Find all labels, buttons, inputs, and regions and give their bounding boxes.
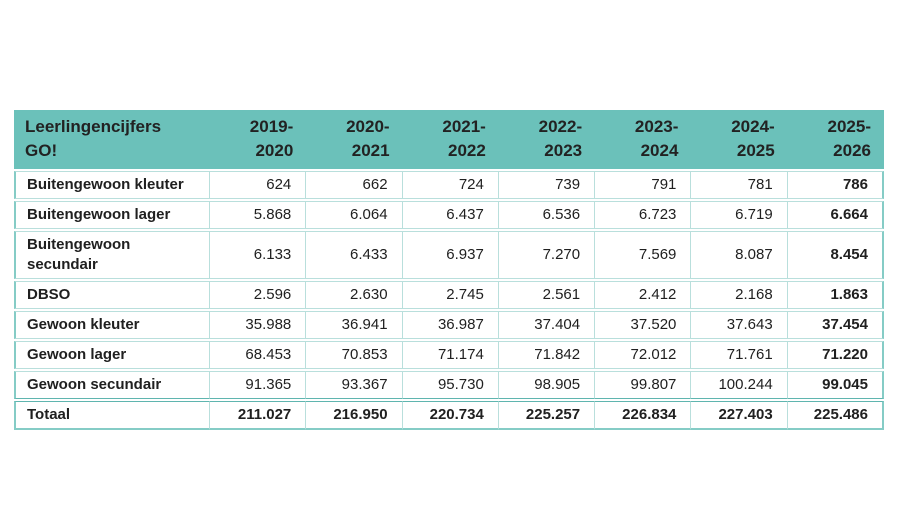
cell-value: 7.270 — [498, 231, 596, 279]
total-label: Totaal — [14, 401, 210, 430]
total-value: 216.950 — [306, 401, 403, 430]
document-page: Leerlingencijfers GO! 2019- 2020 2020- 2… — [14, 108, 884, 432]
table-row: Buitengewoon kleuter 624 662 724 739 791… — [14, 171, 884, 199]
cell-value: 6.064 — [306, 201, 403, 229]
table-row: Gewoon secundair 91.365 93.367 95.730 98… — [14, 371, 884, 399]
cell-value: 2.168 — [691, 281, 788, 309]
cell-value: 6.664 — [787, 201, 884, 229]
cell-value: 91.365 — [210, 371, 307, 399]
cell-value: 2.630 — [306, 281, 403, 309]
cell-value: 7.569 — [595, 231, 692, 279]
cell-value: 786 — [787, 171, 884, 199]
cell-value: 36.941 — [306, 311, 403, 339]
cell-value: 5.868 — [210, 201, 307, 229]
cell-value: 2.561 — [498, 281, 596, 309]
cell-value: 71.174 — [402, 341, 499, 369]
cell-value: 2.412 — [595, 281, 692, 309]
column-header-2023-2024: 2023- 2024 — [595, 110, 692, 169]
column-header-2025-2026: 2025- 2026 — [787, 110, 884, 169]
cell-value: 93.367 — [306, 371, 403, 399]
cell-value: 662 — [306, 171, 403, 199]
cell-value: 36.987 — [402, 311, 499, 339]
cell-value: 68.453 — [210, 341, 307, 369]
cell-value: 95.730 — [402, 371, 499, 399]
cell-value: 739 — [498, 171, 596, 199]
cell-value: 6.536 — [498, 201, 596, 229]
column-header-2022-2023: 2022- 2023 — [498, 110, 596, 169]
table-row: Gewoon kleuter 35.988 36.941 36.987 37.4… — [14, 311, 884, 339]
cell-value: 35.988 — [210, 311, 307, 339]
total-row: Totaal 211.027 216.950 220.734 225.257 2… — [14, 401, 884, 430]
cell-value: 6.937 — [402, 231, 499, 279]
row-label: Gewoon secundair — [14, 371, 210, 399]
cell-value: 791 — [595, 171, 692, 199]
table-row: Buitengewoon lager 5.868 6.064 6.437 6.5… — [14, 201, 884, 229]
column-header-2024-2025: 2024- 2025 — [691, 110, 788, 169]
leerlingencijfers-table: Leerlingencijfers GO! 2019- 2020 2020- 2… — [14, 108, 884, 432]
cell-value: 71.220 — [787, 341, 884, 369]
row-label: Gewoon kleuter — [14, 311, 210, 339]
cell-value: 37.520 — [595, 311, 692, 339]
cell-value: 624 — [210, 171, 307, 199]
table-row: DBSO 2.596 2.630 2.745 2.561 2.412 2.168… — [14, 281, 884, 309]
row-label: Buitengewoon kleuter — [14, 171, 210, 199]
cell-value: 98.905 — [498, 371, 596, 399]
cell-value: 70.853 — [306, 341, 403, 369]
cell-value: 724 — [402, 171, 499, 199]
cell-value: 71.842 — [498, 341, 596, 369]
cell-value: 37.643 — [691, 311, 788, 339]
cell-value: 99.045 — [787, 371, 884, 399]
cell-value: 100.244 — [691, 371, 788, 399]
column-header-2020-2021: 2020- 2021 — [306, 110, 403, 169]
table-title: Leerlingencijfers GO! — [14, 110, 210, 169]
cell-value: 6.433 — [306, 231, 403, 279]
cell-value: 781 — [691, 171, 788, 199]
total-value: 227.403 — [691, 401, 788, 430]
total-value: 220.734 — [402, 401, 499, 430]
cell-value: 99.807 — [595, 371, 692, 399]
cell-value: 1.863 — [787, 281, 884, 309]
total-value: 211.027 — [210, 401, 307, 430]
cell-value: 2.745 — [402, 281, 499, 309]
cell-value: 37.404 — [498, 311, 596, 339]
column-header-2019-2020: 2019- 2020 — [210, 110, 307, 169]
cell-value: 71.761 — [691, 341, 788, 369]
cell-value: 8.454 — [787, 231, 884, 279]
row-label: Buitengewoon lager — [14, 201, 210, 229]
total-value: 225.257 — [498, 401, 596, 430]
cell-value: 6.723 — [595, 201, 692, 229]
column-header-2021-2022: 2021- 2022 — [402, 110, 499, 169]
row-label: Gewoon lager — [14, 341, 210, 369]
table-row: Buitengewoon secundair 6.133 6.433 6.937… — [14, 231, 884, 279]
table-row: Gewoon lager 68.453 70.853 71.174 71.842… — [14, 341, 884, 369]
cell-value: 8.087 — [691, 231, 788, 279]
cell-value: 6.133 — [210, 231, 307, 279]
cell-value: 6.437 — [402, 201, 499, 229]
total-value: 225.486 — [787, 401, 884, 430]
row-label: Buitengewoon secundair — [14, 231, 210, 279]
cell-value: 6.719 — [691, 201, 788, 229]
cell-value: 72.012 — [595, 341, 692, 369]
row-label: DBSO — [14, 281, 210, 309]
cell-value: 2.596 — [210, 281, 307, 309]
cell-value: 37.454 — [787, 311, 884, 339]
total-value: 226.834 — [595, 401, 692, 430]
table-header-row: Leerlingencijfers GO! 2019- 2020 2020- 2… — [14, 110, 884, 169]
